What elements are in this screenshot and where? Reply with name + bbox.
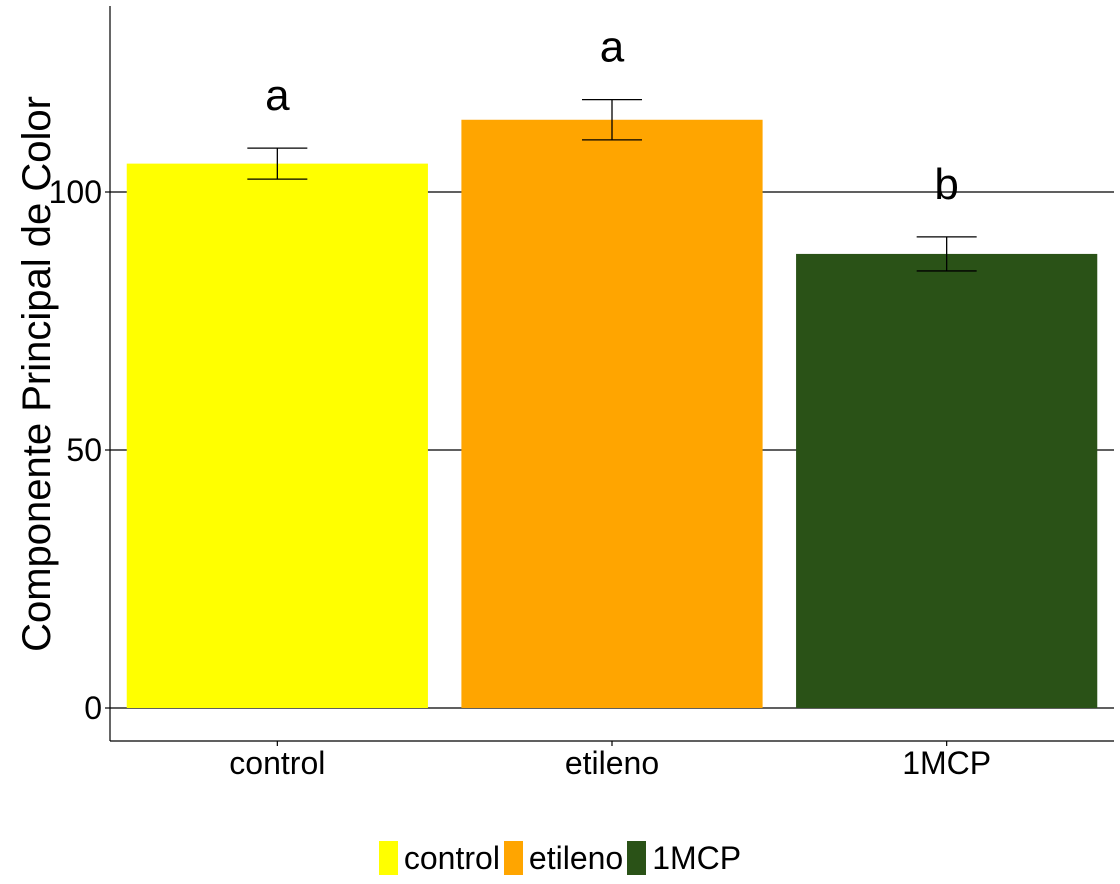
error-bar-etileno: [582, 98, 642, 141]
legend-label: control: [403, 839, 500, 876]
significance-letters: a a b: [265, 23, 959, 209]
legend-label: etileno: [528, 839, 624, 876]
bars: [126, 119, 1098, 709]
error-bar-control: [247, 147, 308, 180]
legend: control etileno 1MCP: [0, 836, 1120, 880]
x-tick-label: 1MCP: [902, 745, 991, 781]
bar-etileno: [461, 119, 763, 708]
x-tick-label: control: [229, 745, 325, 781]
significance-letter-etileno: a: [600, 23, 625, 72]
legend-swatch: [378, 841, 398, 875]
legend-item-control: control: [378, 839, 500, 877]
y-tick-label: 50: [66, 432, 102, 468]
y-tick-label: 0: [84, 690, 102, 726]
y-tick-label: 100: [49, 174, 102, 210]
legend-swatch: [627, 841, 647, 875]
legend-swatch: [503, 841, 523, 875]
bar-chart: a a b 0 50 100 control etileno 1MCP Componente …: [15, 6, 1114, 781]
legend-label: 1MCP: [652, 839, 742, 876]
significance-letter-control: a: [265, 71, 290, 120]
y-axis-title: Componente Principal de Color: [15, 96, 59, 652]
bar-control: [126, 163, 428, 708]
legend-item-etileno: etileno: [503, 839, 624, 877]
legend-item-1MCP: 1MCP: [627, 840, 741, 877]
significance-letter-1MCP: b: [934, 160, 958, 209]
bar-1MCP: [796, 253, 1098, 709]
x-tick-label: etileno: [565, 745, 659, 781]
error-bars: [247, 98, 977, 272]
axes: 0 50 100 control etileno 1MCP: [49, 6, 1114, 781]
error-bar-1MCP: [916, 236, 977, 272]
